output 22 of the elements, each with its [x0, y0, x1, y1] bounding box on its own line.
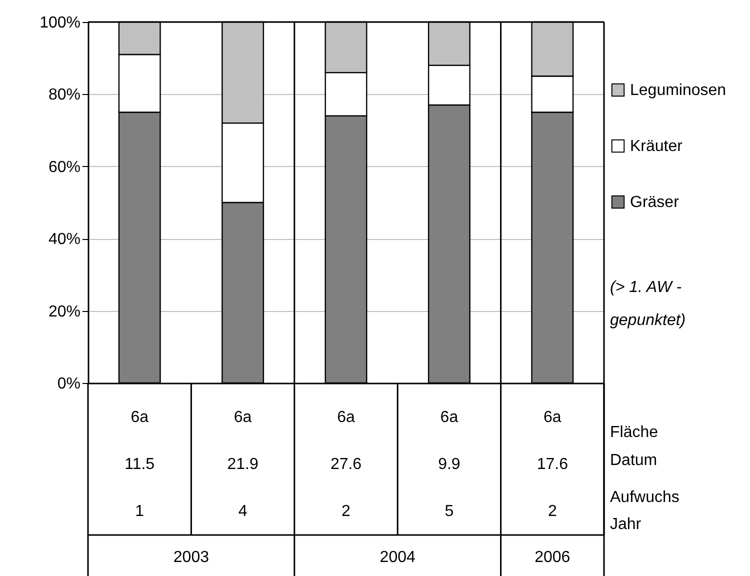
text: 2004 [380, 549, 416, 566]
text: (> 1. AW - gepunktet) [610, 279, 686, 329]
category-label: 6a 11.5 1 [124, 409, 155, 520]
category-label: 6a 17.6 2 [536, 409, 568, 520]
text: Datum [610, 452, 658, 469]
text: Jahr [610, 516, 642, 533]
legend-label: Leguminosen [630, 82, 726, 99]
text: Aufwuchs [610, 489, 680, 506]
y-tick-label: 80% [48, 86, 80, 104]
text: Fläche [610, 424, 658, 441]
category-label: 6a 21.9 4 [227, 409, 258, 520]
y-tick-label: 100% [40, 14, 80, 32]
legend-label: Kräuter [630, 138, 684, 155]
category-label: 6a 9.9 5 [438, 409, 460, 520]
y-tick-label: 20% [48, 303, 80, 320]
category-label: 6a 27.6 2 [330, 409, 362, 520]
y-tick-label: 60% [48, 158, 80, 176]
text: 2006 [534, 549, 570, 566]
text: 2003 [173, 549, 210, 566]
y-tick-label: 40% [48, 231, 80, 248]
y-tick-label: 0% [57, 376, 80, 392]
legend-label: Gräser [630, 194, 680, 211]
